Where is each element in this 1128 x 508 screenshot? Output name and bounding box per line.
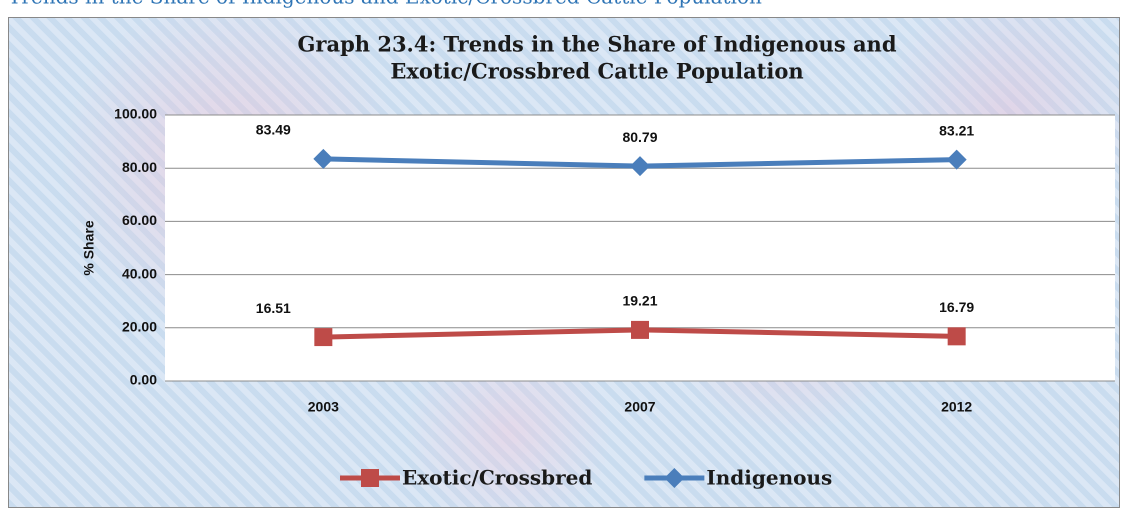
- y-tick-label: 0.00: [130, 372, 157, 388]
- data-label: 83.21: [939, 122, 974, 138]
- x-tick-label: 2007: [624, 399, 655, 415]
- data-point: [947, 327, 966, 346]
- x-tick-label: 2012: [941, 399, 972, 415]
- legend-marker: [361, 469, 379, 487]
- legend-label: Indigenous: [706, 466, 832, 490]
- data-label: 80.79: [622, 129, 657, 145]
- data-label: 83.49: [256, 122, 291, 138]
- y-tick-label: 80.00: [122, 159, 157, 175]
- data-point: [313, 148, 334, 169]
- data-point: [314, 328, 333, 347]
- data-point: [630, 156, 650, 177]
- chart-title: Graph 23.4: Trends in the Share of Indig…: [297, 32, 896, 57]
- legend-label: Exotic/Crossbred: [402, 466, 592, 490]
- y-tick-label: 60.00: [122, 212, 157, 228]
- y-tick-label: 40.00: [122, 265, 157, 281]
- chart-title: Exotic/Crossbred Cattle Population: [390, 59, 803, 84]
- data-point: [946, 149, 967, 170]
- x-tick-label: 2003: [308, 399, 339, 415]
- plot-area: [165, 115, 1115, 381]
- data-label: 16.51: [256, 300, 291, 316]
- data-label: 19.21: [622, 293, 657, 309]
- y-tick-label: 100.00: [114, 106, 157, 122]
- data-point: [631, 320, 649, 339]
- y-axis-label: % Share: [81, 220, 97, 275]
- legend-marker: [664, 468, 685, 488]
- page-header: Trends in the Share of Indigenous and Ex…: [8, 0, 762, 9]
- y-tick-label: 20.00: [122, 319, 157, 335]
- data-label: 16.79: [939, 299, 974, 315]
